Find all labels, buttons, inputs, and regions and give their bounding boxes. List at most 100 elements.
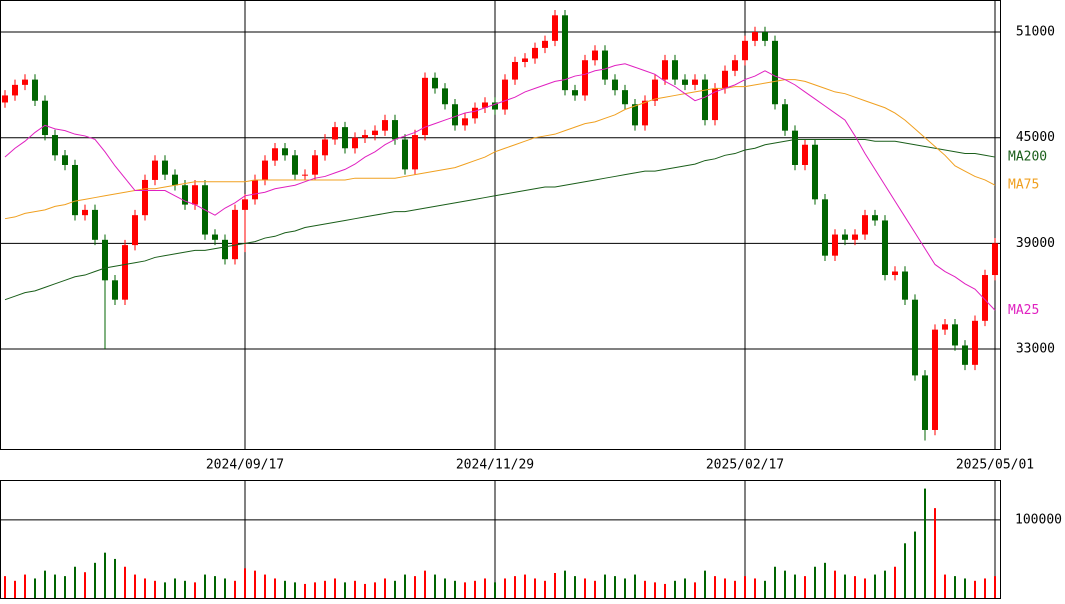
volume-bar (374, 582, 376, 598)
volume-bar (744, 576, 746, 598)
volume-bar (724, 578, 726, 598)
volume-bar (704, 570, 706, 598)
candle-body (872, 215, 878, 221)
volume-bar (244, 568, 246, 598)
candle-body (142, 179, 148, 216)
volume-bar (974, 580, 976, 598)
candle-body (402, 139, 408, 170)
candle-body (962, 345, 968, 365)
volume-bar (874, 574, 876, 598)
candle-body (512, 61, 518, 80)
volume-bar (424, 570, 426, 598)
candle-body (342, 127, 348, 149)
volume-bar (884, 570, 886, 598)
candle-body (862, 215, 868, 235)
volume-bar (624, 578, 626, 598)
volume-bar (694, 582, 696, 598)
volume-bar (314, 582, 316, 598)
candle-body (692, 79, 698, 85)
volume-bar (144, 578, 146, 598)
price-frame (0, 0, 1001, 450)
candle-body (92, 209, 98, 240)
volume-bar (594, 580, 596, 598)
volume-bar (794, 574, 796, 598)
candle-body (302, 174, 308, 176)
volume-bar (24, 574, 26, 598)
volume-bar (714, 576, 716, 598)
candle-body (12, 84, 18, 96)
candle-body (942, 324, 948, 330)
candle-body (762, 32, 768, 41)
candle-body (622, 90, 628, 105)
candle-body (902, 271, 908, 300)
candle-body (812, 144, 818, 200)
candle-body (162, 160, 168, 175)
candle-body (432, 77, 438, 89)
volume-bar (224, 578, 226, 598)
candle-body (352, 137, 358, 149)
candle-body (32, 79, 38, 101)
volume-bar (814, 566, 816, 598)
candle-body (802, 144, 808, 165)
candle-body (832, 234, 838, 256)
candle-body (22, 79, 28, 85)
volume-bar (654, 582, 656, 598)
volume-bar (574, 576, 576, 598)
x-tick-label: 2025/05/01 (956, 458, 1034, 473)
candle-body (702, 79, 708, 121)
candle-body (592, 50, 598, 61)
volume-bar (854, 576, 856, 598)
volume-bar (264, 574, 266, 598)
volume-bar (524, 574, 526, 598)
candle-body (492, 102, 498, 110)
candle-body (992, 243, 998, 276)
candle-body (122, 245, 128, 300)
candle-body (782, 104, 788, 131)
candle-body (882, 220, 888, 276)
candle-body (502, 79, 508, 110)
candle-body (362, 135, 368, 138)
candle-body (542, 40, 548, 48)
candle-body (572, 90, 578, 96)
volume-bar (234, 580, 236, 598)
volume-bar (174, 578, 176, 598)
candle-body (552, 15, 558, 41)
volume-bar (764, 580, 766, 598)
volume-bar (994, 576, 996, 598)
volume-bar (194, 582, 196, 598)
volume-bar (634, 574, 636, 598)
volume-bar (304, 583, 306, 598)
candle-body (172, 174, 178, 186)
volume-bar (384, 578, 386, 598)
x-tick-label: 2025/02/17 (706, 458, 784, 473)
candle-body (852, 234, 858, 240)
candle-body (922, 375, 928, 430)
candle-body (132, 215, 138, 246)
volume-bar (484, 578, 486, 598)
candle-body (392, 120, 398, 140)
candle-body (112, 280, 118, 300)
candle-body (212, 234, 218, 240)
y-tick-label: 45000 (1016, 130, 1055, 145)
candle-body (522, 58, 528, 62)
candle-body (732, 60, 738, 71)
volume-bar (564, 570, 566, 598)
candle-body (672, 60, 678, 80)
volume-bar (54, 574, 56, 598)
volume-bar (514, 576, 516, 598)
volume-bar (324, 580, 326, 598)
candle-body (842, 234, 848, 240)
candle-body (792, 130, 798, 165)
volume-bar (104, 552, 106, 598)
candle-body (182, 185, 188, 205)
candle-body (982, 275, 988, 321)
volume-bar (904, 543, 906, 598)
candle-body (682, 79, 688, 85)
candle-body (272, 148, 278, 161)
candle-body (642, 100, 648, 126)
volume-bar (674, 580, 676, 598)
candle-body (152, 160, 158, 180)
volume-bar (804, 576, 806, 598)
candle-body (332, 127, 338, 140)
volume-bar (394, 580, 396, 598)
